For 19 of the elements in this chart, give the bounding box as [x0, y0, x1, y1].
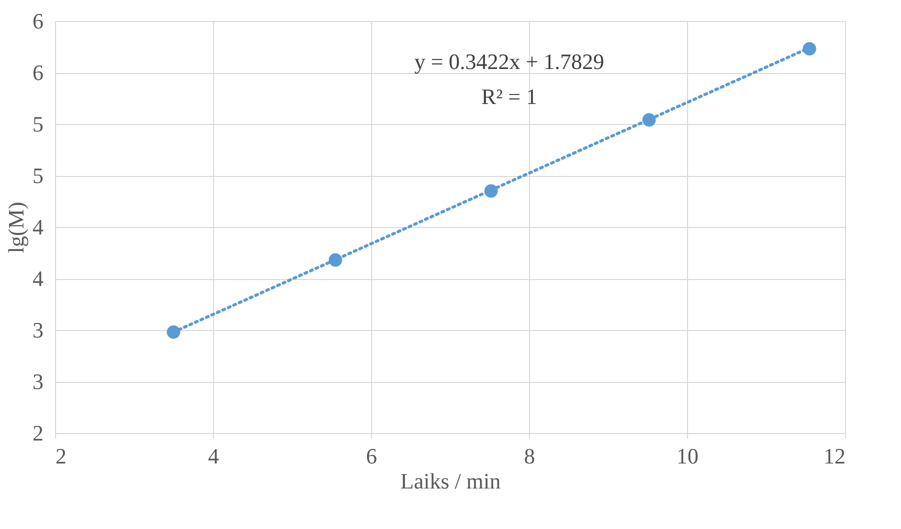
- x-tick-label: 12: [824, 444, 846, 468]
- y-tick-label: 3: [32, 369, 44, 394]
- y-tick-label: 5: [32, 112, 44, 136]
- annotation: R² = 1: [481, 84, 538, 110]
- x-tick-label: 8: [524, 444, 535, 468]
- x-axis-title: Laiks / min: [400, 468, 501, 494]
- annotation: y = 0.3422x + 1.7829: [414, 49, 604, 74]
- x-tick-label: 4: [208, 444, 219, 468]
- y-tick-label: 4: [32, 214, 44, 240]
- y-tick-label: 4: [32, 266, 44, 291]
- x-tick-label: 2: [56, 444, 66, 468]
- y-tick-label: 5: [32, 163, 44, 188]
- y-tick-label: 3: [32, 318, 44, 342]
- x-tick-label: 10: [676, 444, 698, 468]
- y-tick-label: 6: [32, 8, 44, 34]
- y-axis-title: lg(M): [4, 202, 28, 254]
- y-tick-label: 2: [32, 420, 44, 446]
- x-tick-label: 6: [366, 444, 377, 468]
- y-tick-label: 6: [32, 60, 44, 85]
